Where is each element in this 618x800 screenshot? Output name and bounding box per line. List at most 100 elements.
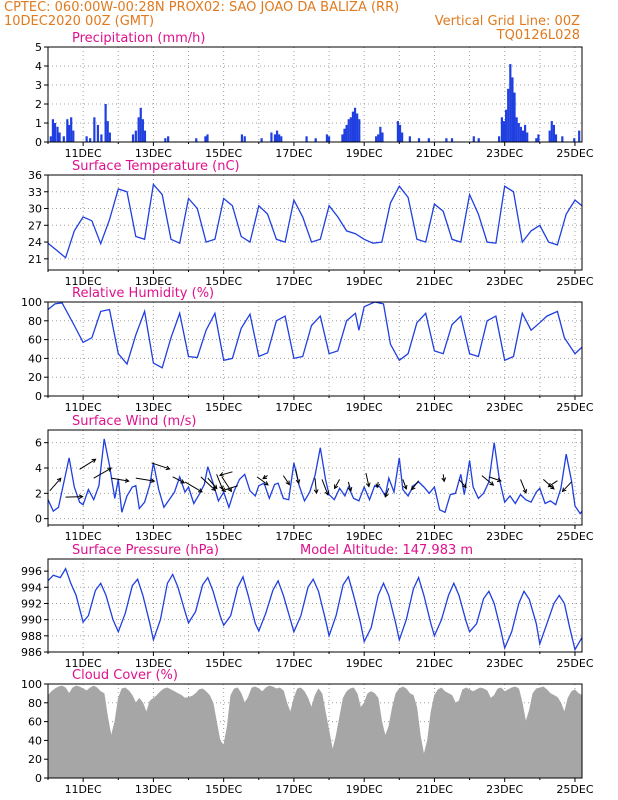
wind-vector-shaft <box>135 477 155 482</box>
header-date: 10DEC2020 00Z (GMT) <box>4 14 155 29</box>
precip-bar <box>554 134 558 142</box>
y-tick-label: 0 <box>35 390 42 403</box>
precip-bar <box>260 138 263 142</box>
precip-bar <box>72 130 75 142</box>
precip-bar <box>134 130 137 142</box>
panel-title-temp: Surface Temperature (nC) <box>72 159 240 174</box>
series-line-temp <box>47 183 583 259</box>
y-tick-label: 994 <box>21 581 42 594</box>
y-tick-label: 80 <box>28 315 42 328</box>
wind-vector-head <box>402 484 408 490</box>
x-tick-label: 25DEC <box>556 275 593 288</box>
cloud-area <box>47 685 583 779</box>
precip-bar <box>535 138 538 142</box>
panel-frame-precip <box>47 46 583 143</box>
precip-bar <box>519 126 522 142</box>
precip-bar <box>53 123 57 142</box>
precip-bar <box>381 132 384 142</box>
wind-vector-head <box>197 488 203 493</box>
precip-bar <box>408 136 411 142</box>
x-tick-label: 11DEC <box>65 783 102 796</box>
panel-frame-cloud <box>47 683 583 779</box>
x-tick-label: 15DEC <box>205 147 242 160</box>
x-tick-label: 13DEC <box>135 530 172 543</box>
precip-bar <box>131 134 135 142</box>
x-tick-label: 25DEC <box>556 530 593 543</box>
wind-vector-shaft <box>79 458 96 470</box>
wind-vector-shaft <box>295 469 300 484</box>
wind-vector-head <box>462 483 467 489</box>
wind-vector-shaft <box>207 477 218 489</box>
wind-vector-shaft <box>200 476 216 491</box>
x-tick-label: 23DEC <box>486 147 523 160</box>
x-tick-label: 11DEC <box>65 530 102 543</box>
wind-vector-head <box>489 481 495 486</box>
x-tick-label: 23DEC <box>486 401 523 414</box>
x-tick-label: 13DEC <box>135 657 172 670</box>
x-tick-label: 17DEC <box>275 275 312 288</box>
wind-vector-head <box>324 490 329 496</box>
precip-bar <box>561 136 564 142</box>
precip-bar <box>502 121 506 142</box>
precip-bar <box>513 92 516 142</box>
precip-bar <box>417 138 421 142</box>
wind-vector-shaft <box>347 481 352 492</box>
panel-title-wind: Surface Wind (m/s) <box>72 414 196 429</box>
precip-bar <box>93 117 96 142</box>
wind-vector-shaft <box>151 462 170 470</box>
precip-bar <box>70 117 73 142</box>
x-tick-label: 17DEC <box>275 657 312 670</box>
wind-vector-head <box>107 467 113 472</box>
wind-vector-head <box>264 481 269 486</box>
y-tick-label: 992 <box>21 597 42 610</box>
wind-vector <box>547 480 558 488</box>
precip-bar <box>58 132 61 142</box>
x-tick-label: 11DEC <box>65 147 102 160</box>
y-tick-label: 27 <box>28 219 42 232</box>
x-tick-label: 21DEC <box>416 783 453 796</box>
wind-vector <box>207 477 218 490</box>
wind-vector-shaft <box>93 467 112 479</box>
wind-vector-shaft <box>488 476 502 482</box>
y-tick-label: 33 <box>28 186 42 199</box>
wind-vector-shaft <box>49 477 62 492</box>
precip-bar <box>343 128 346 142</box>
wind-vector <box>321 479 329 496</box>
precip-bar <box>85 136 88 142</box>
precip-bar <box>240 134 244 142</box>
wind-vector <box>561 481 572 493</box>
y-tick-label: 3 <box>35 79 42 92</box>
x-tick-label: 11DEC <box>65 401 102 414</box>
grid-precip <box>47 47 582 142</box>
wind-vector <box>543 479 555 490</box>
precip-bar <box>379 126 382 142</box>
header-location: CPTEC: 060:00W-00:28N PROX02: SAO JOAO D… <box>4 0 400 15</box>
wind-vector <box>79 458 97 470</box>
wind-vector-shaft <box>65 496 83 498</box>
panel-frame-temp <box>47 174 583 271</box>
wind-vector-head <box>365 482 371 488</box>
precip-bar <box>206 134 209 142</box>
wind-vector <box>365 472 371 488</box>
x-tick-label: 19DEC <box>346 275 383 288</box>
x-tick-label: 17DEC <box>275 530 312 543</box>
wind-vector <box>151 462 171 471</box>
wind-vector-head <box>295 479 301 485</box>
x-tick-label: 15DEC <box>205 783 242 796</box>
series-line-rh <box>47 301 583 369</box>
header-grid-note: Vertical Grid Line: 00Z <box>434 14 580 29</box>
wind-vector-shaft <box>481 475 494 486</box>
panel-title-cloud: Cloud Cover (%) <box>72 668 178 683</box>
x-tick-label: 13DEC <box>135 401 172 414</box>
precip-bar <box>167 136 170 142</box>
y-tick-label: 40 <box>28 734 42 747</box>
precip-bar <box>67 124 71 142</box>
y-tick-label: 986 <box>21 646 42 659</box>
y-tick-label: 40 <box>28 352 42 365</box>
y-tick-label: 60 <box>28 716 42 729</box>
y-tick-label: 20 <box>28 371 42 384</box>
wind-vector-head <box>219 485 224 491</box>
wind-vector <box>520 479 527 494</box>
y-tick-label: 0 <box>35 513 42 526</box>
